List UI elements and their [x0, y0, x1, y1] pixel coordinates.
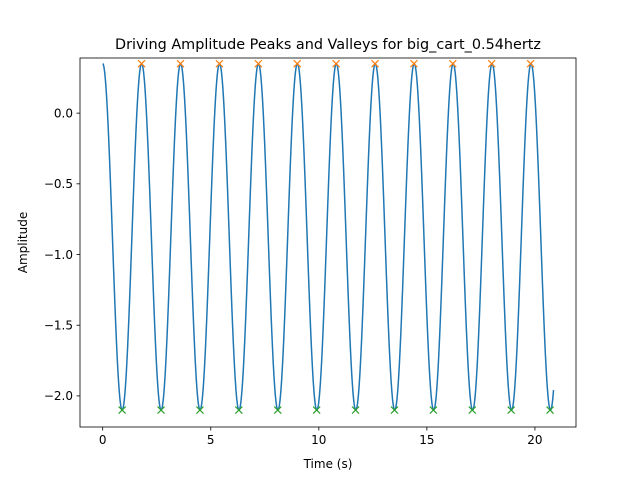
axes-frame	[79, 57, 577, 428]
valley-marker	[468, 406, 477, 414]
peak-marker	[332, 59, 341, 68]
valley-marker	[157, 406, 165, 414]
valley-marker	[429, 406, 438, 414]
valley-marker	[390, 406, 399, 414]
amplitude-line	[102, 62, 555, 411]
x-axis: 0 5 10 15 20	[99, 427, 543, 447]
y-tick-label: −0.5	[44, 177, 73, 191]
x-tick-label: 15	[419, 433, 434, 447]
peak-marker	[448, 59, 457, 68]
y-axis: 0.0 −0.5 −1.0 −1.5 −2.0	[44, 106, 80, 403]
x-tick-label: 5	[207, 433, 215, 447]
peak-marker	[526, 59, 535, 68]
x-tick-label: 20	[527, 433, 542, 447]
peak-marker	[371, 59, 379, 68]
peak-marker	[137, 59, 146, 68]
plot-area	[102, 59, 555, 414]
x-axis-label: Time (s)	[303, 457, 353, 471]
valley-marker	[312, 406, 321, 414]
peak-marker	[409, 59, 418, 68]
valley-marker	[351, 406, 360, 414]
x-tick-label: 10	[311, 433, 326, 447]
valley-marker	[507, 406, 516, 414]
peak-marker	[254, 59, 263, 68]
chart-title: Driving Amplitude Peaks and Valleys for …	[115, 37, 541, 53]
y-tick-label: 0.0	[54, 106, 73, 120]
valley-marker	[546, 406, 554, 414]
peak-marker	[176, 59, 185, 68]
y-tick-label: −2.0	[44, 389, 73, 403]
peak-marker	[215, 59, 224, 68]
y-axis-label: Amplitude	[16, 212, 30, 274]
valley-marker	[273, 406, 282, 414]
y-tick-label: −1.5	[44, 319, 73, 333]
valley-marker	[234, 406, 243, 414]
peak-marker	[293, 59, 302, 68]
valley-marker	[118, 406, 127, 414]
x-tick-label: 0	[99, 433, 107, 447]
valley-marker	[196, 406, 204, 414]
peak-marker	[487, 59, 496, 68]
y-tick-label: −1.0	[44, 248, 73, 262]
